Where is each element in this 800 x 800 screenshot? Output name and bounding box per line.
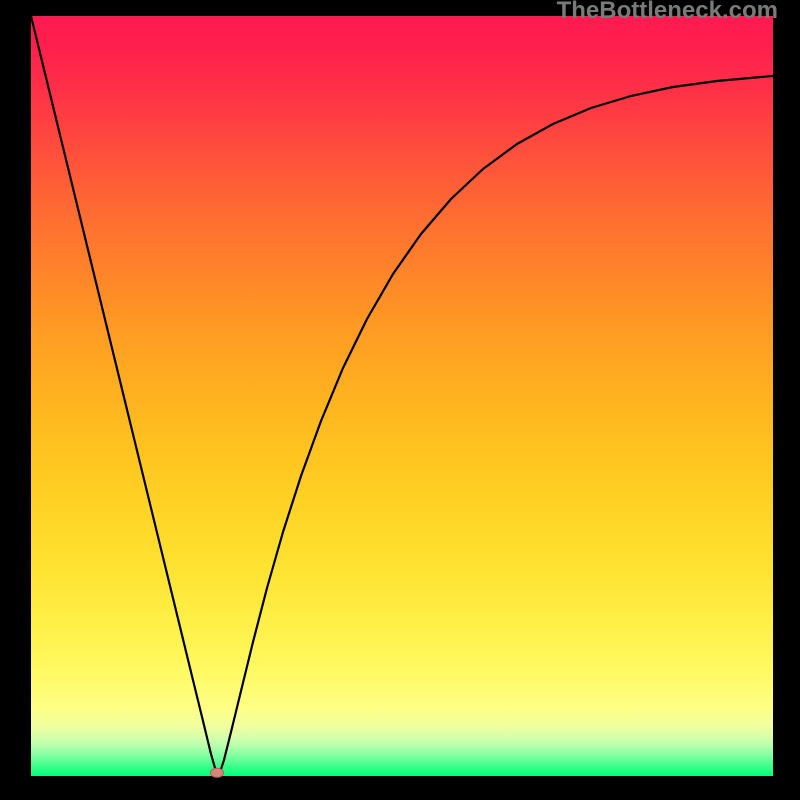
bottleneck-curve: [31, 16, 773, 773]
curve-layer: [31, 16, 773, 776]
minimum-marker: [210, 768, 224, 778]
watermark-text: TheBottleneck.com: [557, 0, 778, 25]
plot-area: [31, 16, 773, 776]
